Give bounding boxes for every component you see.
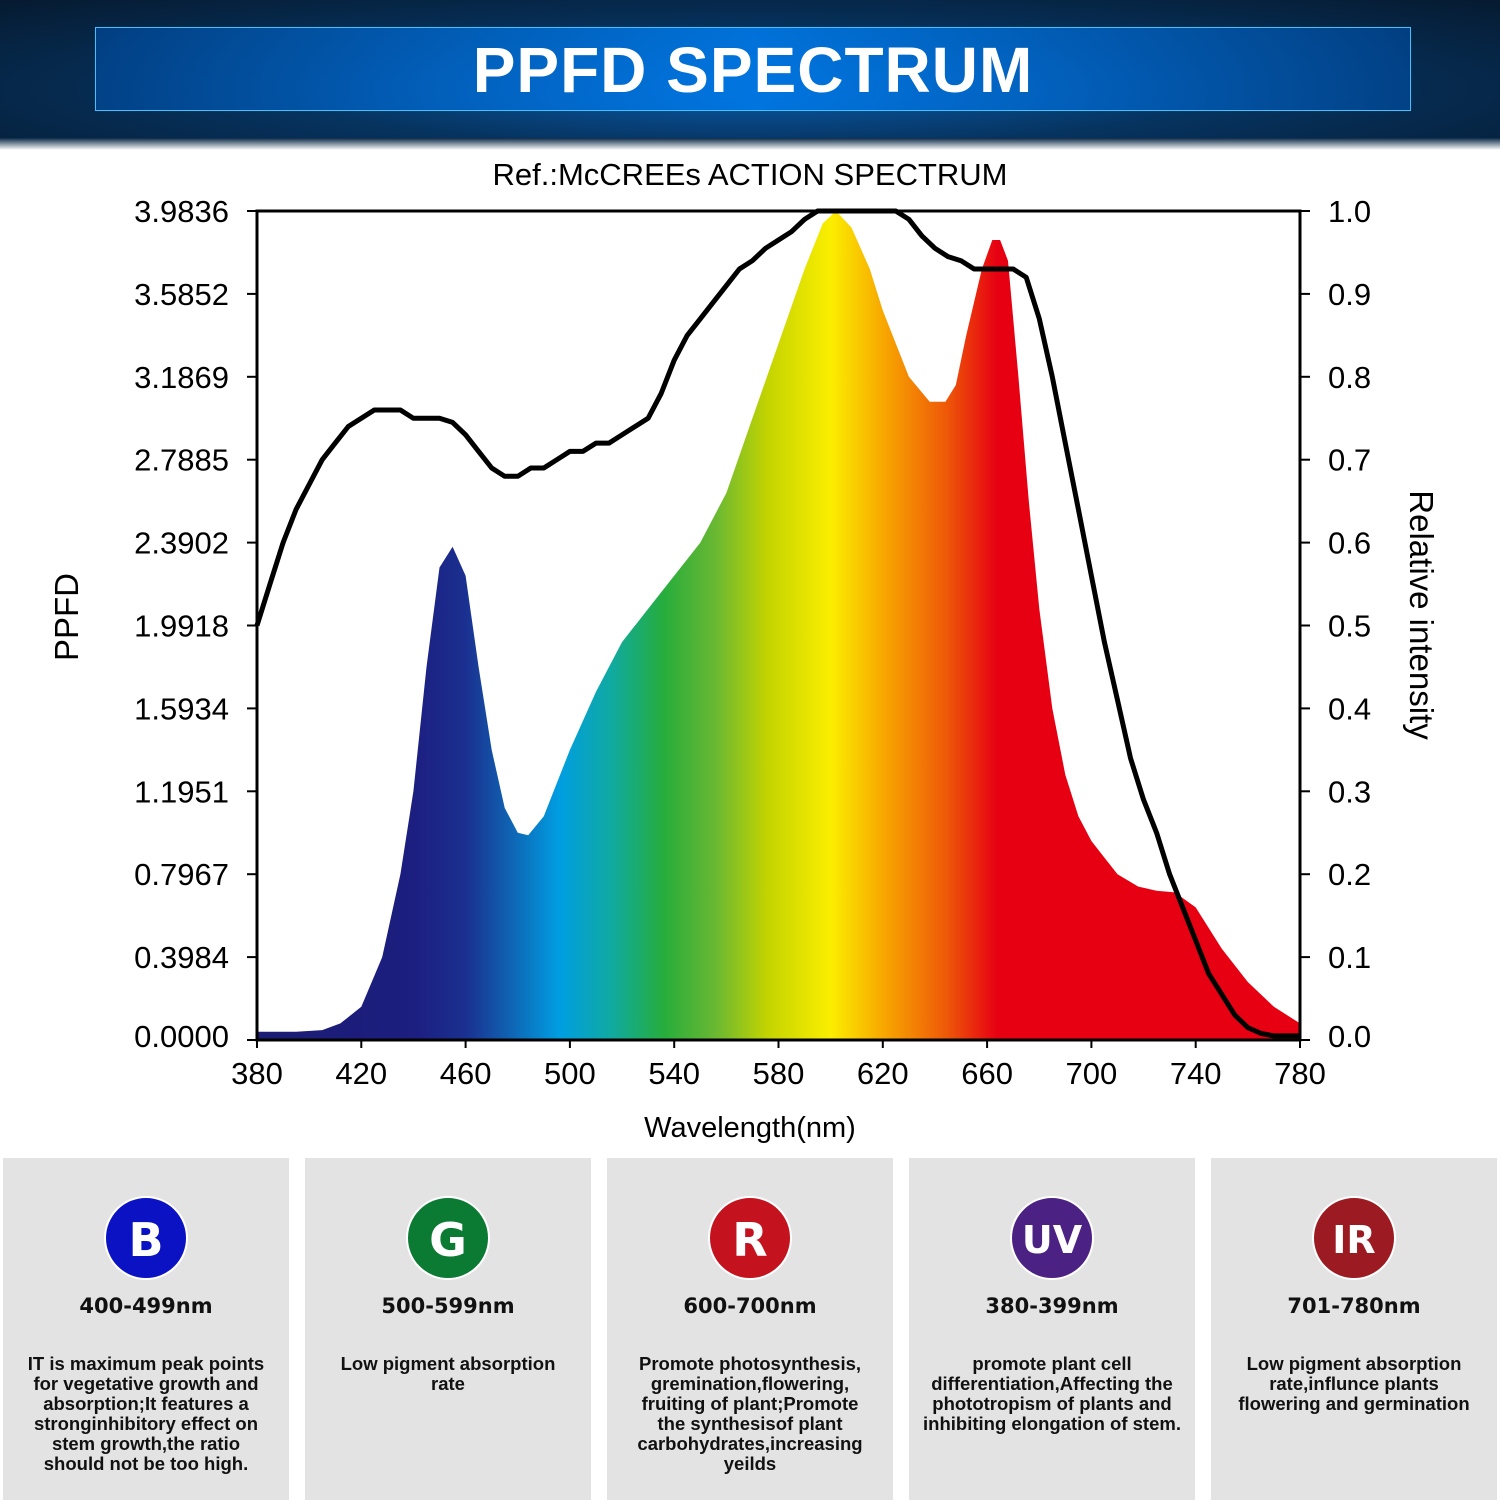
band-card-600-700nm: R 600-700nm Promote photosynthesis, grem… xyxy=(607,1158,893,1500)
y2-tick-label: 0.9 xyxy=(1328,277,1371,312)
y-axis-label: PPFD xyxy=(48,573,85,661)
y-tick-label: 2.7885 xyxy=(134,443,229,478)
y-tick-label: 1.9918 xyxy=(134,609,229,644)
x-tick-label: 540 xyxy=(648,1056,700,1091)
x-tick-label: 500 xyxy=(544,1056,596,1091)
y2-tick-label: 0.3 xyxy=(1328,774,1371,809)
band-description: Promote photosynthesis, gremination,flow… xyxy=(637,1353,863,1474)
y2-tick-label: 0.5 xyxy=(1328,609,1371,644)
y-tick-label: 3.1869 xyxy=(134,360,229,395)
band-description: Low pigment absorption rate,influnce pla… xyxy=(1238,1353,1470,1414)
band-card-400-499nm: B 400-499nm IT is maximum peak points fo… xyxy=(3,1158,289,1500)
band-range: 701-780nm xyxy=(1287,1294,1421,1318)
band-badge-icon: B xyxy=(104,1196,188,1280)
ppfd-spectrum-area xyxy=(257,211,1300,1040)
y-tick-label: 2.3902 xyxy=(134,526,229,561)
y-tick-label: 3.9836 xyxy=(134,194,229,229)
y2-tick-label: 0.1 xyxy=(1328,940,1371,975)
x-tick-label: 700 xyxy=(1066,1056,1118,1091)
band-card-701-780nm: IR 701-780nm Low pigment absorption rate… xyxy=(1211,1158,1497,1500)
y2-tick-label: 0.0 xyxy=(1328,1019,1371,1054)
x-tick-label: 780 xyxy=(1274,1056,1326,1091)
y2-tick-label: 0.8 xyxy=(1328,360,1371,395)
band-badge-icon: G xyxy=(406,1196,490,1280)
band-range: 600-700nm xyxy=(683,1294,817,1318)
x-tick-label: 420 xyxy=(335,1056,387,1091)
band-card-500-599nm: G 500-599nm Low pigment absorption rate xyxy=(305,1158,591,1500)
y2-tick-label: 0.4 xyxy=(1328,691,1371,726)
x-tick-label: 380 xyxy=(231,1056,283,1091)
ppfd-chart: Ref.:McCREEs ACTION SPECTRUM 380 420 460 50… xyxy=(48,157,1440,1144)
band-description: Low pigment absorption rate xyxy=(340,1353,556,1394)
y2-tick-label: 0.6 xyxy=(1328,526,1371,561)
header-banner: PPFD SPECTRUM xyxy=(0,0,1500,150)
mccree-action-line xyxy=(254,208,1300,1039)
band-description: promote plant cell differentiation,Affec… xyxy=(923,1353,1181,1434)
x-tick-label: 740 xyxy=(1170,1056,1222,1091)
band-badge-icon: R xyxy=(708,1196,792,1280)
y-tick-label: 1.1951 xyxy=(134,774,229,809)
y2-axis-label: Relative intensity xyxy=(1403,490,1440,740)
y-tick-label: 1.5934 xyxy=(134,691,229,726)
x-tick-label: 660 xyxy=(961,1056,1013,1091)
y2-tick-label: 0.7 xyxy=(1328,443,1371,478)
band-description: IT is maximum peak points for vegetative… xyxy=(27,1353,265,1474)
y2-tick-label: 0.2 xyxy=(1328,857,1371,892)
x-tick-label: 580 xyxy=(753,1056,805,1091)
y-tick-label: 3.5852 xyxy=(134,277,229,312)
y-tick-label: 0.3984 xyxy=(134,940,229,975)
band-badge-icon: IR xyxy=(1312,1196,1396,1280)
x-tick-label: 620 xyxy=(857,1056,909,1091)
title-banner: PPFD SPECTRUM xyxy=(95,27,1411,111)
band-range: 400-499nm xyxy=(79,1294,213,1318)
y2-tick-label: 1.0 xyxy=(1328,194,1371,229)
chart-title: Ref.:McCREEs ACTION SPECTRUM xyxy=(493,157,1008,192)
x-axis-label: Wavelength(nm) xyxy=(644,1112,856,1144)
y-tick-label: 0.7967 xyxy=(134,857,229,892)
x-tick-label: 460 xyxy=(440,1056,492,1091)
y-tick-label: 0.0000 xyxy=(134,1019,229,1054)
band-range: 500-599nm xyxy=(381,1294,515,1318)
band-card-380-399nm: UV 380-399nm promote plant cell differen… xyxy=(909,1158,1195,1500)
page-title: PPFD SPECTRUM xyxy=(472,34,1034,106)
band-badge-icon: UV xyxy=(1010,1196,1094,1280)
band-range: 380-399nm xyxy=(985,1294,1119,1318)
